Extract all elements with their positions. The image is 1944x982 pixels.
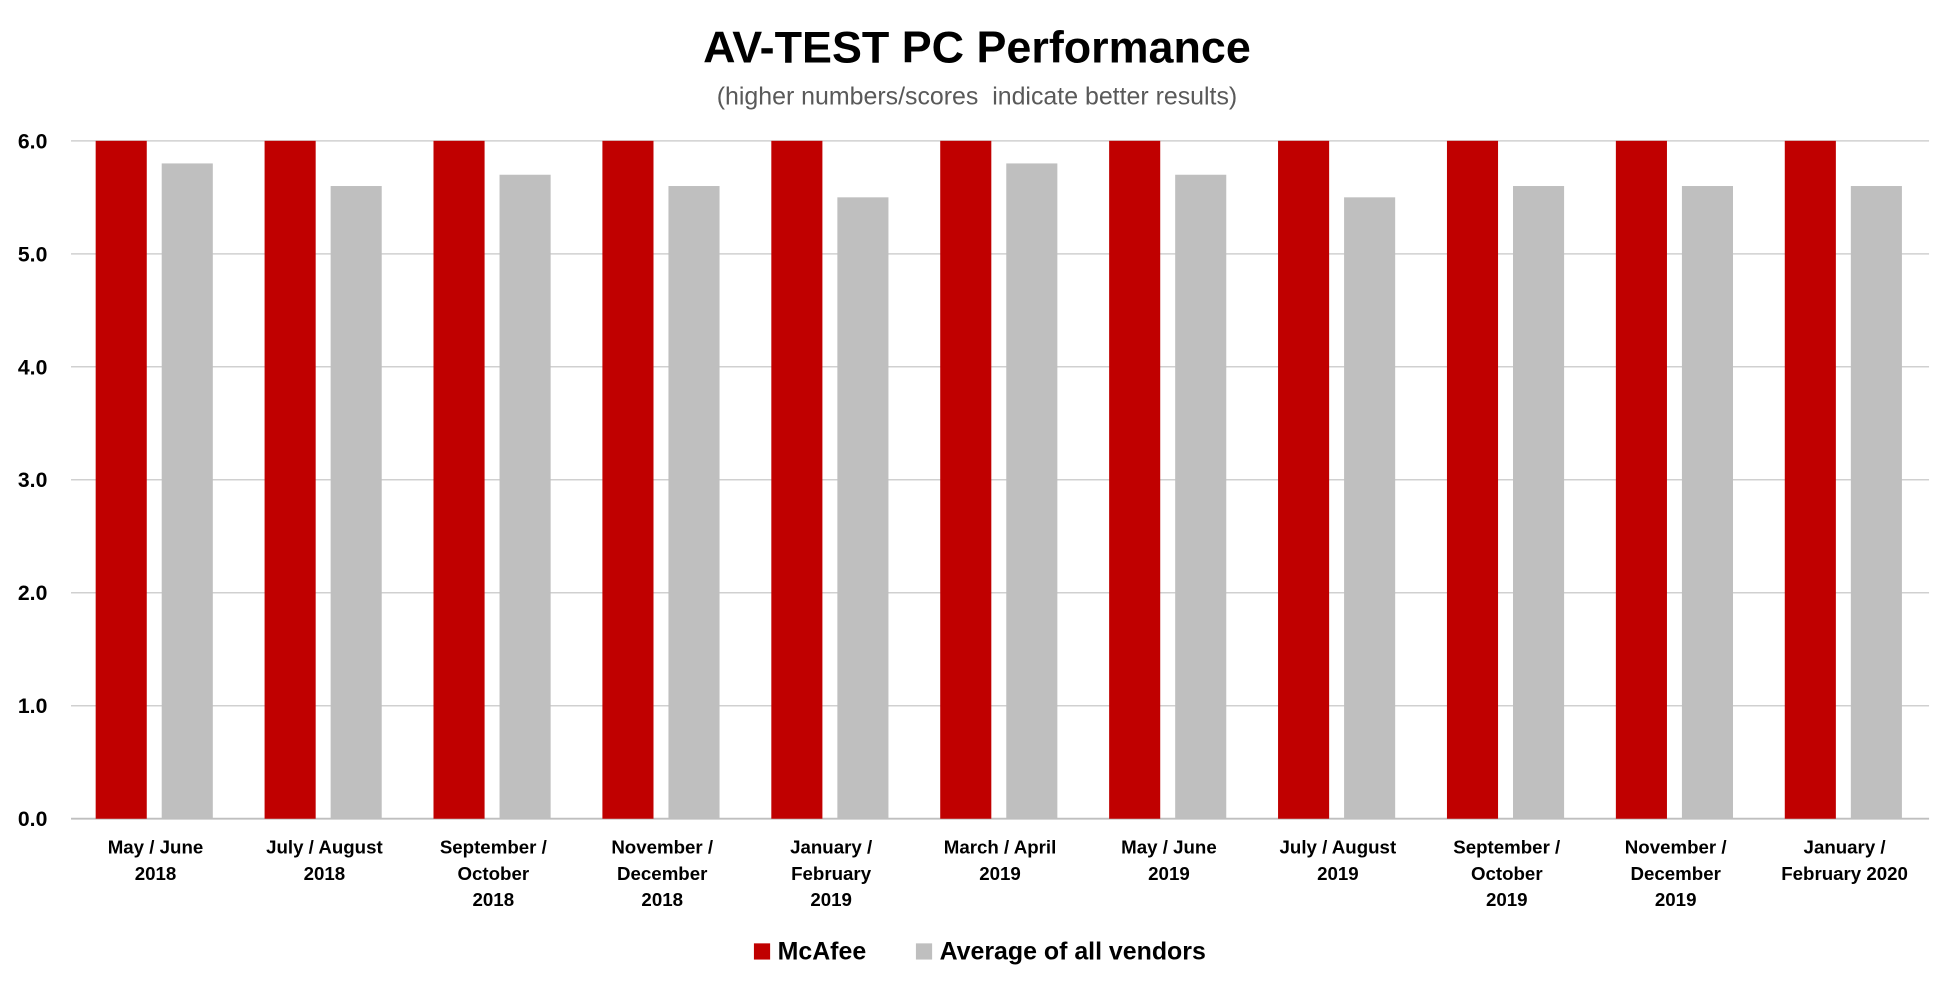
x-tick-label: 2019	[810, 889, 852, 910]
y-tick-label: 6.0	[18, 130, 47, 153]
x-tick-label: 2019	[979, 863, 1021, 884]
x-tick-label: September /	[1453, 837, 1561, 858]
y-tick-label: 3.0	[18, 469, 47, 492]
bar-average	[1344, 197, 1396, 819]
x-tick-label: December	[617, 863, 707, 884]
x-tick-label: December	[1630, 863, 1720, 884]
legend-label: McAfee	[778, 938, 867, 966]
x-tick-label: 2019	[1655, 889, 1697, 910]
bar-mcafee	[1784, 140, 1836, 819]
bar-average	[837, 197, 889, 819]
legend-swatch	[753, 943, 771, 960]
x-tick-label: February	[791, 863, 872, 884]
y-tick-label: 4.0	[18, 356, 47, 379]
x-tick-label: November /	[611, 837, 714, 858]
bar-mcafee	[1278, 140, 1330, 819]
bar-mcafee	[1446, 140, 1499, 819]
x-tick-label: 2018	[473, 889, 515, 910]
y-tick-label: 0.0	[18, 808, 47, 831]
bar-average	[330, 186, 382, 819]
x-tick-label: 2018	[641, 889, 683, 910]
y-tick-label: 5.0	[18, 243, 47, 266]
bar-mcafee	[433, 140, 485, 819]
x-tick-label: 2018	[304, 863, 346, 884]
bar-average	[1006, 163, 1058, 819]
x-tick-label: January /	[790, 837, 873, 858]
bar-average	[1681, 186, 1734, 819]
x-tick-label: 2019	[1486, 889, 1528, 910]
bar-mcafee	[1109, 140, 1161, 819]
x-tick-label: July / August	[1280, 837, 1397, 858]
bar-mcafee	[771, 140, 823, 819]
x-tick-label: October	[457, 863, 529, 884]
bar-average	[1513, 186, 1565, 819]
bar-average	[668, 186, 720, 819]
bar-mcafee	[95, 140, 147, 819]
bar-average	[1850, 186, 1902, 819]
chart-title: AV-TEST PC Performance	[703, 21, 1251, 72]
x-tick-label: February 2020	[1781, 863, 1908, 884]
bar-average	[499, 174, 551, 819]
bar-mcafee	[1615, 140, 1667, 819]
bar-mcafee	[602, 140, 654, 819]
x-tick-label: 2019	[1317, 863, 1359, 884]
x-tick-label: January /	[1804, 837, 1887, 858]
bar-average	[161, 163, 213, 819]
y-tick-label: 2.0	[18, 582, 47, 605]
legend-swatch	[915, 943, 933, 960]
x-tick-label: May / June	[108, 837, 204, 858]
bar-average	[1175, 174, 1227, 819]
y-tick-label: 1.0	[18, 695, 47, 718]
bar-mcafee	[264, 140, 316, 819]
chart-subtitle: (higher numbers/scores indicate better r…	[717, 83, 1238, 111]
x-tick-label: September /	[440, 837, 548, 858]
bar-mcafee	[940, 140, 992, 819]
x-tick-label: July / August	[266, 837, 383, 858]
x-tick-label: May / June	[1121, 837, 1217, 858]
x-tick-label: October	[1471, 863, 1543, 884]
legend-label: Average of all vendors	[940, 938, 1206, 966]
x-tick-label: 2018	[135, 863, 177, 884]
x-tick-label: March / April	[944, 837, 1057, 858]
x-tick-label: November /	[1625, 837, 1728, 858]
x-tick-label: 2019	[1148, 863, 1190, 884]
